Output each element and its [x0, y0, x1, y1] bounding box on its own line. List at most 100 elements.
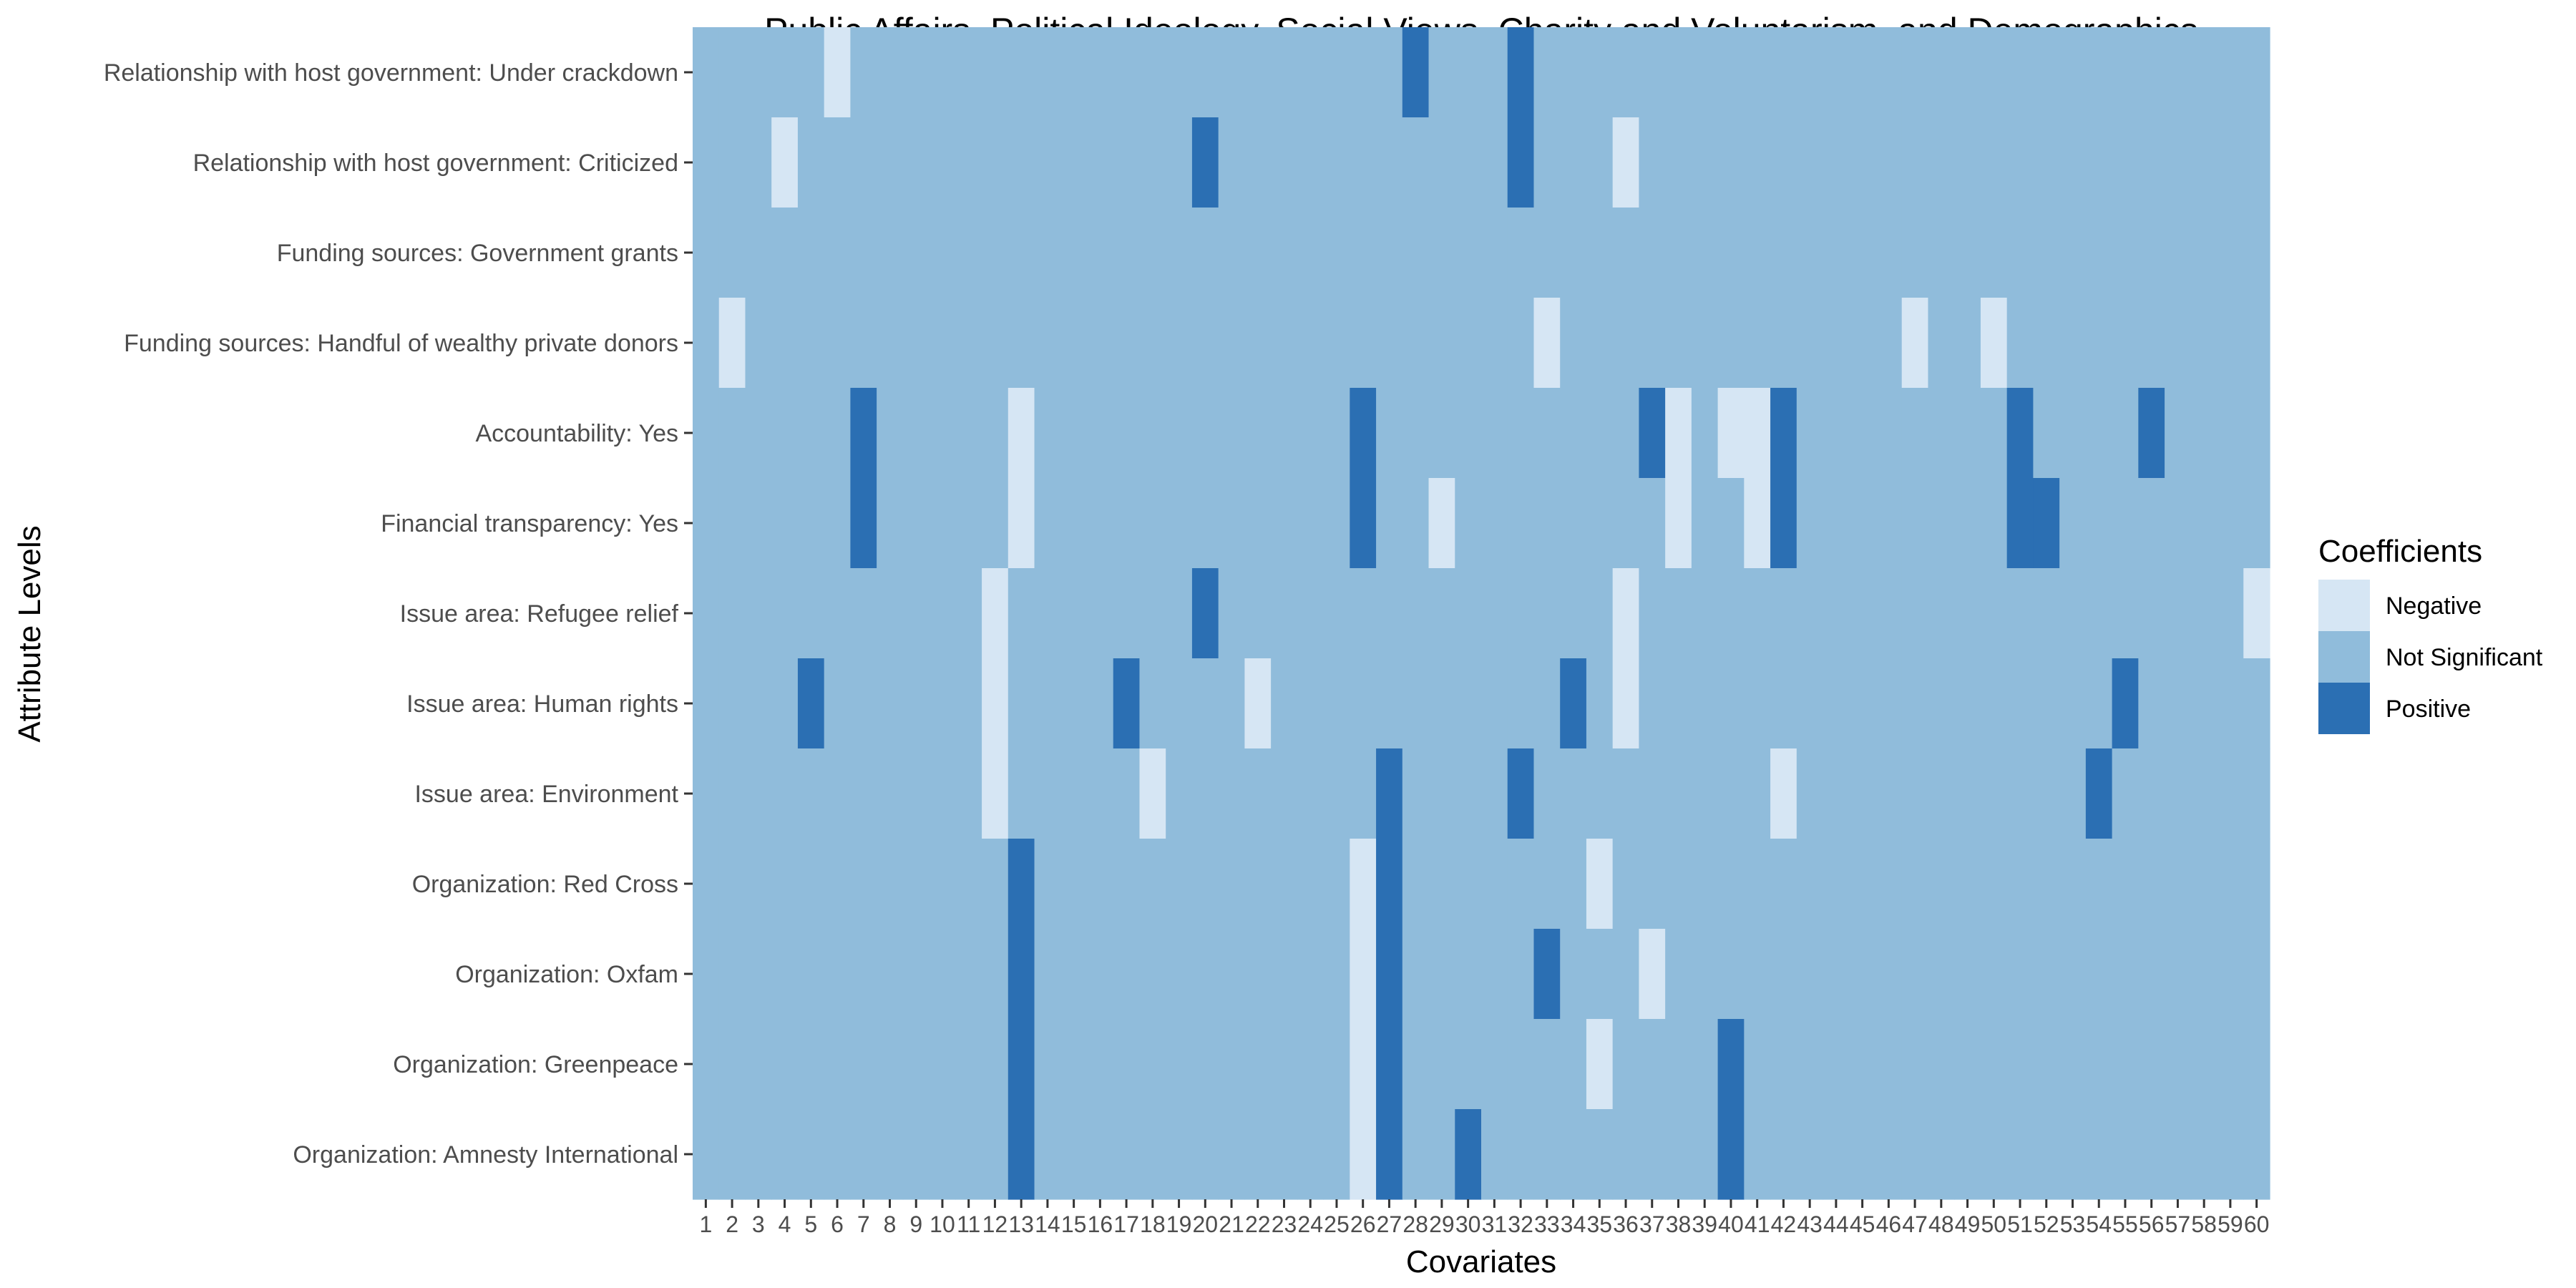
heatmap-cell [1323, 839, 1350, 930]
heatmap-cell [877, 1109, 904, 1200]
x-tick-label: 60 [2244, 1211, 2270, 1237]
heatmap-cell [693, 929, 720, 1020]
heatmap-cell [2085, 929, 2113, 1020]
heatmap-cell [902, 1019, 930, 1110]
heatmap-cell [1166, 748, 1193, 839]
heatmap-cell [1665, 658, 1692, 749]
heatmap-cell [1218, 839, 1245, 930]
heatmap-cell [718, 1019, 746, 1110]
heatmap-cell [1139, 478, 1166, 569]
heatmap-cell [2112, 208, 2139, 298]
heatmap-cell [2190, 929, 2218, 1020]
heatmap-cell [1113, 929, 1141, 1020]
heatmap-cell [1008, 1109, 1035, 1200]
heatmap-cell [1323, 117, 1350, 208]
heatmap-cell [929, 388, 956, 479]
heatmap-cell [771, 117, 799, 208]
heatmap-cell [1034, 658, 1061, 749]
heatmap-cell [2059, 839, 2087, 930]
heatmap-cell [1113, 208, 1141, 298]
heatmap-cell [1612, 568, 1639, 659]
heatmap-cell [1901, 117, 1929, 208]
heatmap-cell [1244, 388, 1272, 479]
heatmap-cell [1191, 117, 1219, 208]
heatmap-cell [1612, 929, 1639, 1020]
x-tick-label: 54 [2086, 1211, 2112, 1237]
heatmap-cell [824, 298, 851, 389]
heatmap-cell [1586, 1109, 1614, 1200]
heatmap-cell [1087, 478, 1114, 569]
heatmap-cell [2190, 208, 2218, 298]
y-tick-label: Funding sources: Handful of wealthy priv… [124, 330, 678, 357]
heatmap-cell [2006, 839, 2034, 930]
heatmap-cell [771, 478, 799, 569]
heatmap-cell [1139, 748, 1166, 839]
heatmap-cell [1402, 1109, 1430, 1200]
heatmap-cell [1376, 1019, 1403, 1110]
heatmap-cell [2190, 478, 2218, 569]
heatmap-cell [718, 568, 746, 659]
heatmap-cell [1691, 27, 1719, 118]
x-tick-label: 53 [2060, 1211, 2086, 1237]
heatmap-cell [1612, 748, 1639, 839]
heatmap-cell [1008, 568, 1035, 659]
heatmap-cell [1139, 839, 1166, 930]
heatmap-cell [2006, 298, 2034, 389]
heatmap-cell [797, 568, 825, 659]
x-tick-label: 44 [1823, 1211, 1849, 1237]
heatmap-cell [1560, 658, 1587, 749]
heatmap-cell [1297, 1019, 1324, 1110]
x-tick-label: 21 [1219, 1211, 1244, 1237]
heatmap-cell [1297, 298, 1324, 389]
heatmap-cell [877, 568, 904, 659]
heatmap-cell [877, 117, 904, 208]
x-tick-label: 36 [1613, 1211, 1639, 1237]
heatmap-cell [1323, 388, 1350, 479]
heatmap-cell [2033, 748, 2060, 839]
heatmap-cell [1402, 748, 1430, 839]
heatmap-cell [771, 929, 799, 1020]
heatmap-cell [718, 117, 746, 208]
heatmap-cell [1560, 1109, 1587, 1200]
heatmap-cell [797, 298, 825, 389]
heatmap-cell [693, 208, 720, 298]
heatmap-cell [1139, 929, 1166, 1020]
heatmap-cell [2006, 117, 2034, 208]
heatmap-cell [2085, 208, 2113, 298]
heatmap-cell [693, 1109, 720, 1200]
heatmap-cell [1428, 748, 1455, 839]
y-tick-label: Financial transparency: Yes [381, 510, 678, 537]
heatmap-cell [2217, 1109, 2244, 1200]
heatmap-cell [1770, 658, 1797, 749]
heatmap-cell [2033, 568, 2060, 659]
heatmap-cell [1166, 298, 1193, 389]
heatmap-cell [1980, 298, 2008, 389]
heatmap-cell [2033, 1109, 2060, 1200]
x-tick-label: 19 [1166, 1211, 1192, 1237]
heatmap-cell [929, 27, 956, 118]
heatmap-cell [982, 748, 1009, 839]
heatmap-cell [1060, 208, 1088, 298]
heatmap-cell [1586, 388, 1614, 479]
heatmap-cell [1823, 1109, 1850, 1200]
heatmap-cell [1875, 929, 1903, 1020]
x-tick-label: 17 [1113, 1211, 1139, 1237]
heatmap-cell [1218, 298, 1245, 389]
heatmap-cell [1350, 117, 1377, 208]
heatmap-cell [2085, 748, 2113, 839]
heatmap-cell [2243, 658, 2270, 749]
heatmap-cell [1218, 208, 1245, 298]
heatmap-cell [797, 929, 825, 1020]
x-tick-label: 37 [1639, 1211, 1665, 1237]
heatmap-cell [1901, 298, 1929, 389]
heatmap-cell [1665, 298, 1692, 389]
heatmap-cell [693, 478, 720, 569]
heatmap-cell [1639, 117, 1666, 208]
x-tick-label: 13 [1008, 1211, 1034, 1237]
heatmap-cell [2085, 658, 2113, 749]
heatmap-cell [1717, 208, 1745, 298]
heatmap-cell [2006, 208, 2034, 298]
heatmap-cell [1507, 748, 1535, 839]
heatmap-cell [902, 929, 930, 1020]
heatmap-cell [1928, 658, 1955, 749]
